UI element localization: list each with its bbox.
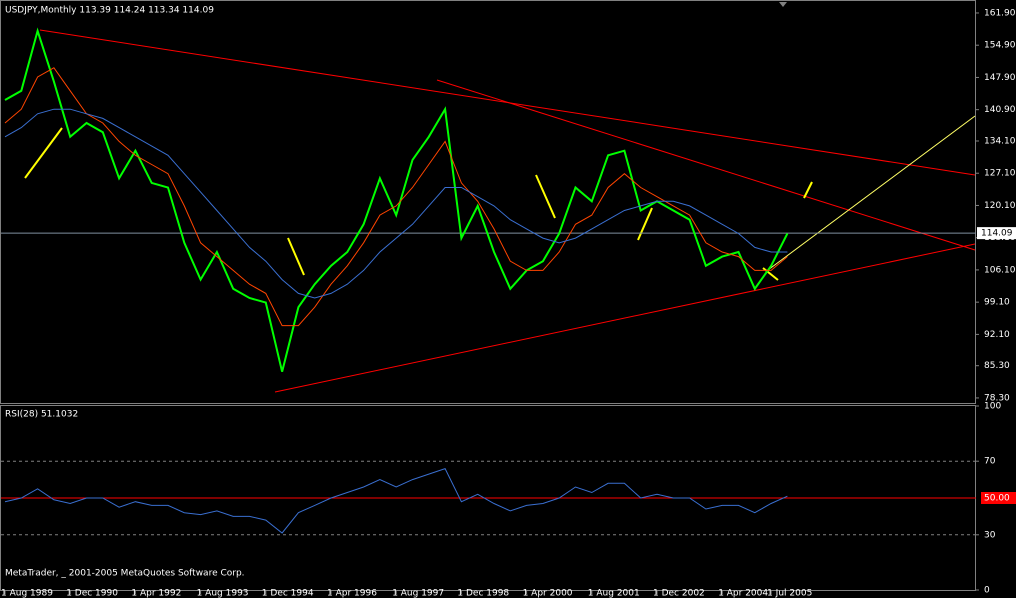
y-tick-label: 0 [984,586,990,596]
projection-line [767,115,976,271]
y-tick-label: 100 [984,402,1001,412]
series-line [4,108,788,299]
x-tick-label: 1 Jul 2005 [767,589,812,598]
y-tick-label: 147.90 [984,73,1016,83]
x-tick-label: 1 Dec 2002 [653,589,705,598]
y-tick-label: 134.10 [984,136,1016,146]
y-tick-label: 30 [984,530,996,540]
x-tick-label: 1 Apr 2004 [718,589,768,598]
x-tick-label: 1 Dec 1998 [457,589,509,598]
x-tick-label: 1 Aug 1989 [1,589,53,598]
y-tick-label: 161.90 [984,8,1016,18]
y-tick-label: 99.10 [984,298,1010,308]
y-tick-label: 120.10 [984,201,1016,211]
trend-line [436,79,976,251]
series-line [4,467,788,534]
x-tick-label: 1 Apr 1992 [131,589,181,598]
y-tick-label: 92.10 [984,330,1010,340]
x-tick-label: 1 Aug 2001 [588,589,640,598]
rsi-title: RSI(28) 51.1032 [5,410,78,420]
price-label-box [977,227,1016,240]
price-label: 114.09 [981,229,1013,239]
arrow [637,207,653,241]
arrow [24,127,63,179]
y-tick-label: 106.10 [984,265,1016,275]
y-tick-label: 154.90 [984,41,1016,51]
level-label: 50.00 [984,494,1010,504]
level-label-box [981,492,1016,504]
y-tick-label: 127.10 [984,169,1016,179]
arrow [803,181,813,199]
x-tick-label: 1 Dec 1994 [262,589,314,598]
x-tick-label: 1 Apr 1996 [327,589,377,598]
arrow [535,174,556,219]
price-panel [0,0,976,404]
x-tick-label: 1 Apr 2000 [523,589,573,598]
arrow [287,237,305,276]
x-tick-label: 1 Aug 1993 [197,589,249,598]
shift-marker [779,2,787,7]
y-tick-label: 78.30 [984,393,1010,403]
footer: MetaTrader, _ 2001-2005 MetaQuotes Softw… [5,569,245,579]
chart-title: USDJPY,Monthly 113.39 114.24 113.34 114.… [5,6,214,16]
trend-line [274,243,976,393]
y-tick-label: 85.30 [984,361,1010,371]
series-line [4,67,788,327]
x-tick-label: 1 Aug 1997 [392,589,444,598]
y-tick-label: 140.90 [984,105,1016,115]
trend-lines [39,29,976,393]
x-tick-label: 1 Dec 1990 [66,589,118,598]
y-tick-label: 70 [984,457,996,467]
arrows [24,127,813,281]
